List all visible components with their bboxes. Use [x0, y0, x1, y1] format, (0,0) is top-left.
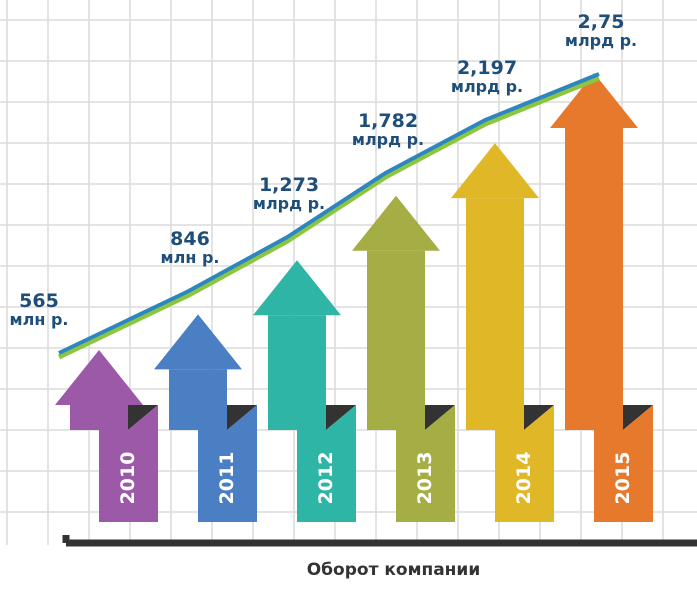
arrows: 2010 2011 2012 2013 2014 2015	[55, 73, 653, 522]
value-unit: млрд р.	[351, 129, 425, 149]
arrow-head	[154, 314, 242, 370]
value-label: 2,75 млрд р.	[564, 11, 638, 50]
arrow-2012: 2012	[253, 260, 356, 522]
trend-line-green	[57, 75, 600, 360]
arrow-head	[253, 260, 341, 316]
arrow-shaft	[169, 369, 227, 430]
x-axis-title: Оборот компании	[306, 560, 481, 580]
value-label: 565 млн р.	[9, 290, 69, 329]
value-number: 846	[170, 228, 210, 251]
value-number: 565	[19, 290, 59, 312]
arrow-tab	[297, 405, 356, 522]
arrow-2015: 2015	[550, 73, 653, 522]
arrow-head	[352, 195, 440, 251]
arrow-2014: 2014	[451, 143, 554, 522]
value-unit: млн р.	[160, 248, 220, 268]
arrow-shaft	[565, 128, 623, 430]
arrow-tab	[594, 405, 653, 522]
arrow-2011: 2011	[154, 314, 257, 522]
arrow-shaft	[367, 250, 425, 430]
year-label: 2015	[612, 452, 634, 505]
value-number: 2,197	[456, 57, 518, 80]
value-number: 2,75	[577, 11, 625, 33]
year-label: 2012	[315, 452, 337, 505]
arrow-head	[451, 143, 539, 199]
arrow-head	[55, 350, 143, 405]
value-unit: млрд р.	[564, 30, 638, 50]
arrow-tab	[198, 405, 257, 522]
arrow-tab	[99, 405, 158, 522]
year-label: 2013	[414, 452, 436, 505]
value-label: 2,197 млрд р.	[450, 57, 524, 97]
trend-line	[57, 72, 600, 360]
arrow-tab	[396, 405, 455, 522]
year-label: 2010	[117, 452, 139, 505]
value-label: 1,782 млрд р.	[351, 109, 425, 149]
year-label: 2014	[513, 452, 535, 505]
value-label: 846 млн р.	[160, 228, 220, 268]
arrow-head	[550, 73, 638, 128]
value-unit: млн р.	[9, 309, 69, 329]
arrow-shaft	[70, 405, 128, 430]
arrow-tab	[495, 405, 554, 522]
value-label: 1,273 млрд р.	[252, 174, 326, 214]
arrow-shaft	[466, 198, 524, 430]
year-label: 2011	[216, 452, 238, 505]
trend-line-blue	[58, 72, 600, 355]
arrow-shaft	[268, 315, 326, 430]
value-number: 1,782	[357, 109, 419, 132]
value-unit: млрд р.	[252, 194, 326, 214]
value-unit: млрд р.	[450, 77, 524, 97]
arrow-2010: 2010	[55, 350, 158, 522]
arrow-2013: 2013	[352, 195, 455, 522]
value-number: 1,273	[258, 174, 320, 197]
